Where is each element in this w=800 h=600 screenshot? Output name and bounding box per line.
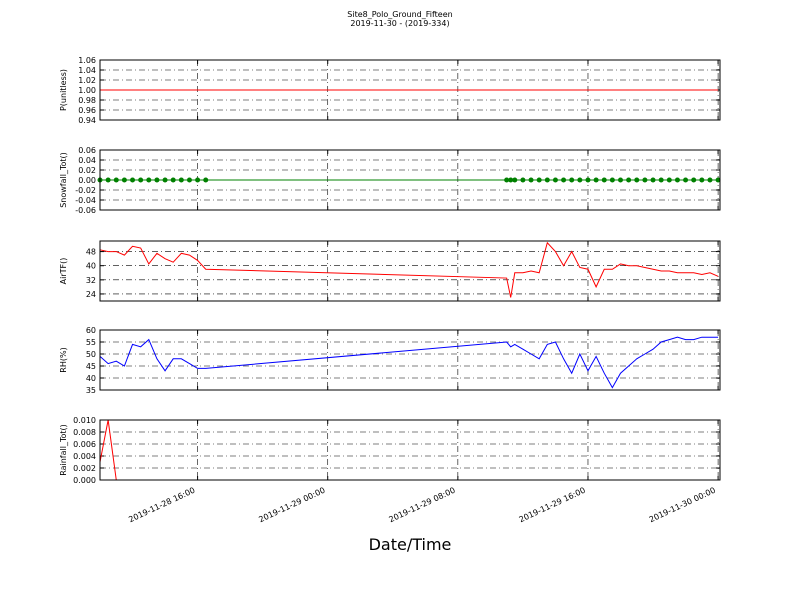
data-point: [609, 177, 615, 183]
data-point: [699, 177, 705, 183]
data-point: [121, 177, 127, 183]
data-point: [561, 177, 567, 183]
data-point: [528, 177, 534, 183]
y-tick-label: 40: [86, 262, 96, 271]
x-tick-label: 2019-11-29 08:00: [388, 486, 457, 525]
data-point: [683, 177, 689, 183]
data-point: [593, 177, 599, 183]
y-tick-label: 0.00: [78, 176, 96, 185]
data-point: [626, 177, 632, 183]
data-point: [508, 177, 514, 183]
data-point: [520, 177, 526, 183]
data-point: [674, 177, 680, 183]
y-tick-label: 1.04: [78, 66, 96, 75]
plot-frame: [99, 419, 721, 481]
data-point: [569, 177, 575, 183]
y-axis-label: Rainfall_Tot(): [59, 424, 68, 476]
data-point: [146, 177, 152, 183]
data-point: [552, 177, 558, 183]
subtitle: 2019-11-30 - (2019-334): [350, 19, 449, 28]
x-axis-label: Date/Time: [369, 535, 452, 554]
data-point: [162, 177, 168, 183]
data-point: [577, 177, 583, 183]
x-tick-label: 2019-11-28 16:00: [127, 486, 196, 525]
data-point: [650, 177, 656, 183]
data-point: [544, 177, 550, 183]
data-line: [99, 241, 719, 298]
y-tick-label: 1.02: [78, 76, 96, 85]
y-axis-label: RH(%): [59, 347, 68, 372]
y-tick-label: 0.010: [73, 416, 96, 425]
data-point: [195, 177, 201, 183]
data-point: [170, 177, 176, 183]
y-tick-label: -0.02: [75, 186, 96, 195]
data-point: [618, 177, 624, 183]
data-point: [715, 177, 721, 183]
y-tick-label: 35: [86, 386, 96, 395]
y-tick-label: 0.06: [78, 146, 96, 155]
y-tick-label: 0.002: [73, 464, 96, 473]
x-tick-label: 2019-11-29 00:00: [257, 486, 326, 525]
data-point: [707, 177, 713, 183]
data-point: [203, 177, 209, 183]
data-point: [536, 177, 542, 183]
data-point: [138, 177, 144, 183]
data-point: [691, 177, 697, 183]
x-tick-label: 2019-11-29 16:00: [518, 486, 587, 525]
data-point: [186, 177, 192, 183]
y-tick-label: 0.96: [78, 106, 96, 115]
plot-frame: [99, 240, 721, 302]
data-line: [99, 419, 719, 481]
data-point: [154, 177, 160, 183]
y-tick-label: 0.98: [78, 96, 96, 105]
plot-frame: [99, 59, 721, 121]
data-point: [512, 177, 518, 183]
data-point: [105, 177, 111, 183]
data-point: [634, 177, 640, 183]
data-point: [658, 177, 664, 183]
x-tick-label: 2019-11-30 00:00: [648, 486, 717, 525]
plot-frame: [99, 149, 721, 211]
data-point: [113, 177, 119, 183]
y-tick-label: 32: [86, 276, 96, 285]
y-axis-label: Snowfall_Tot(): [59, 152, 68, 208]
y-axis-label: AirTF(): [59, 258, 68, 285]
y-tick-label: 24: [86, 290, 96, 299]
title: Site8_Polo_Ground_Fifteen: [347, 10, 452, 19]
data-point: [178, 177, 184, 183]
data-line: [99, 336, 719, 389]
y-tick-label: 1.06: [78, 56, 96, 65]
data-point: [585, 177, 591, 183]
data-point: [642, 177, 648, 183]
y-tick-label: 40: [86, 374, 96, 383]
data-point: [601, 177, 607, 183]
y-tick-label: 0.94: [78, 116, 96, 125]
y-tick-label: 55: [86, 338, 96, 347]
y-tick-label: 0.004: [73, 452, 96, 461]
plot-frame: [99, 329, 721, 391]
y-tick-label: -0.06: [75, 206, 96, 215]
y-tick-label: 60: [86, 326, 96, 335]
data-point: [130, 177, 136, 183]
y-tick-label: 0.04: [78, 156, 96, 165]
y-tick-label: 0.008: [73, 428, 96, 437]
data-point: [504, 177, 510, 183]
y-tick-label: 0.000: [73, 476, 96, 485]
y-tick-label: 50: [86, 350, 96, 359]
y-tick-label: 1.00: [78, 86, 96, 95]
y-tick-label: -0.04: [75, 196, 96, 205]
y-tick-label: 0.02: [78, 166, 96, 175]
y-tick-label: 0.006: [73, 440, 96, 449]
y-axis-label: P(unitless): [59, 69, 68, 111]
y-tick-label: 45: [86, 362, 96, 371]
data-point: [666, 177, 672, 183]
y-tick-label: 48: [86, 248, 96, 257]
